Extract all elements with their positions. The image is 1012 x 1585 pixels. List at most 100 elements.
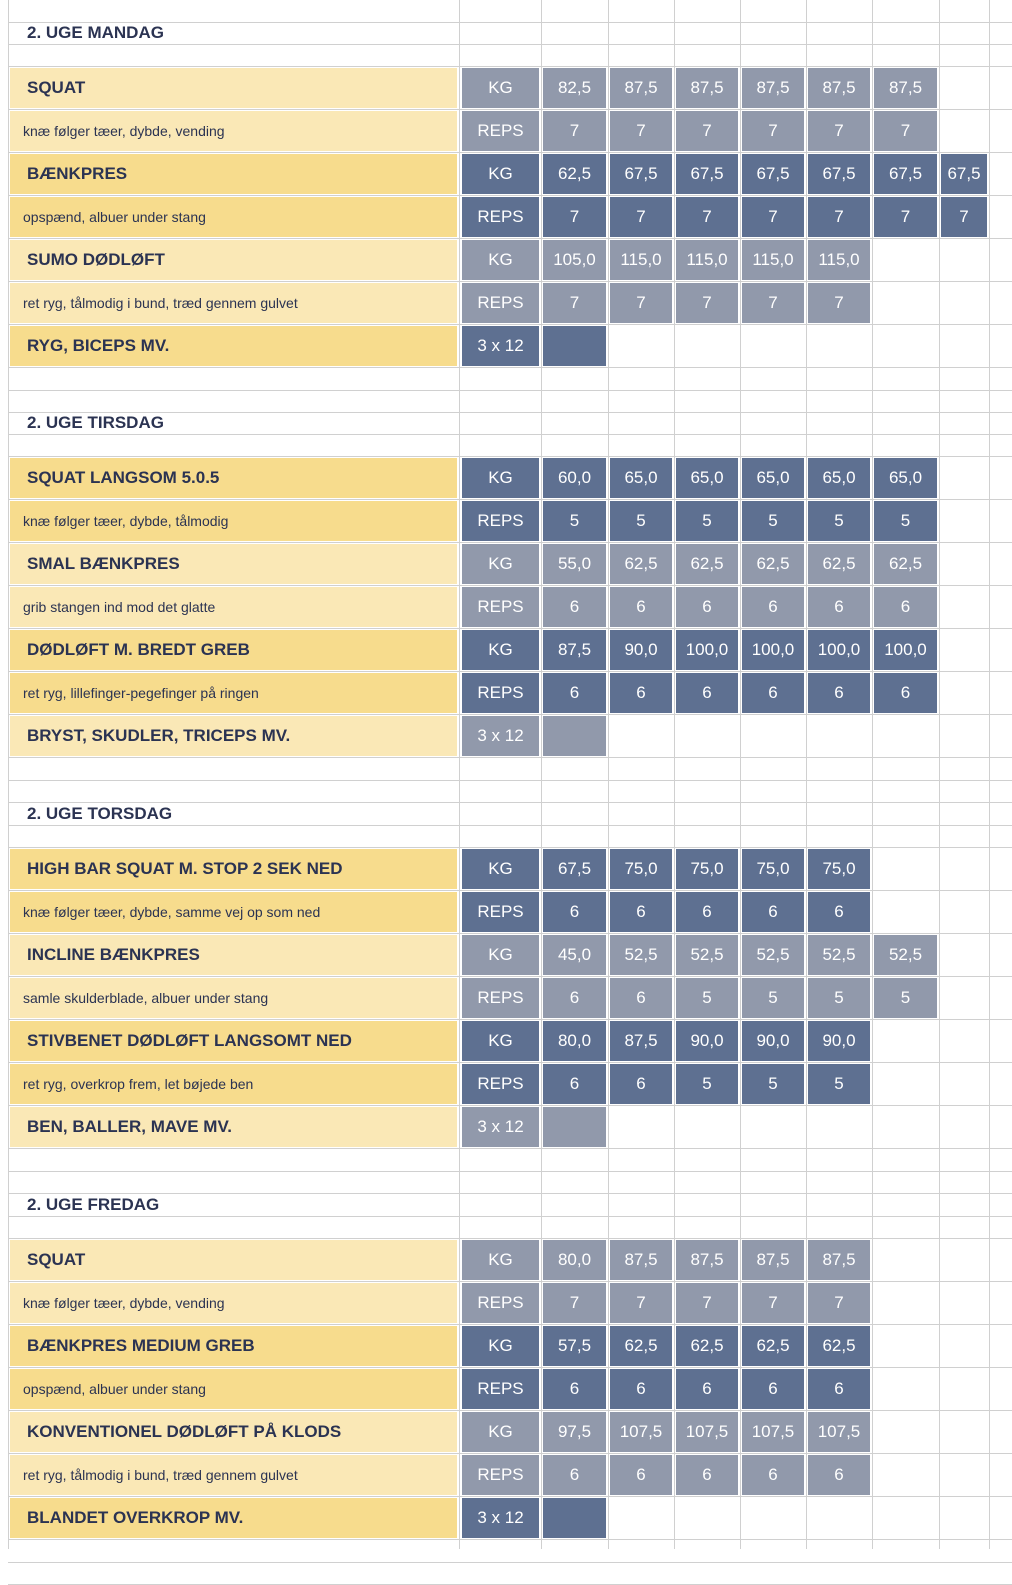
value-cell: 5 <box>808 978 870 1018</box>
exercise-name: SQUAT LANGSOM 5.0.5 <box>10 458 457 498</box>
value-cell: 67,5 <box>742 154 804 194</box>
value-cell: 115,0 <box>676 240 738 280</box>
value-cell: 6 <box>808 1455 870 1495</box>
value-cell: 6 <box>676 587 738 627</box>
spreadsheet: 2. UGE MANDAG SQUAT KG 82,5 87,5 87,5 87,5 87,5… <box>8 0 1012 1585</box>
value-cell: 5 <box>676 978 738 1018</box>
value-cell: 80,0 <box>543 1240 606 1280</box>
grid-line <box>8 825 1012 826</box>
row-label: REPS <box>462 111 539 151</box>
row-label: REPS <box>462 501 539 541</box>
grid-line <box>8 367 1012 368</box>
value-cell: 87,5 <box>808 68 870 108</box>
exercise-note: ret ryg, tålmodig i bund, træd gennem gu… <box>10 283 457 323</box>
grid-line <box>8 1171 1012 1172</box>
value-cell: 6 <box>874 587 937 627</box>
grid-line <box>8 757 1012 758</box>
row-label: REPS <box>462 1283 539 1323</box>
row-label: KG <box>462 1021 539 1061</box>
value-cell: 6 <box>543 978 606 1018</box>
value-cell <box>543 716 606 756</box>
value-cell: 7 <box>610 111 672 151</box>
value-cell: 52,5 <box>874 935 937 975</box>
grid-line <box>8 0 9 1549</box>
value-cell: 100,0 <box>676 630 738 670</box>
value-cell: 7 <box>543 1283 606 1323</box>
value-cell: 6 <box>610 673 672 713</box>
value-cell: 52,5 <box>808 935 870 975</box>
value-cell: 65,0 <box>742 458 804 498</box>
value-cell: 7 <box>874 111 937 151</box>
row-label: REPS <box>462 1064 539 1104</box>
exercise-name: DØDLØFT M. BREDT GREB <box>10 630 457 670</box>
grid-line <box>8 933 1012 934</box>
exercise-name: STIVBENET DØDLØFT LANGSOMT NED <box>10 1021 457 1061</box>
exercise-note: knæ følger tæer, dybde, vending <box>10 1283 457 1323</box>
grid-line <box>8 238 1012 239</box>
grid-line <box>541 0 542 1549</box>
exercise-note: ret ryg, tålmodig i bund, træd gennem gu… <box>10 1455 457 1495</box>
grid-line <box>8 1216 1012 1217</box>
value-cell: 6 <box>742 1369 804 1409</box>
row-label: KG <box>462 1326 539 1366</box>
value-cell: 75,0 <box>610 849 672 889</box>
row-label: REPS <box>462 892 539 932</box>
row-label: KG <box>462 240 539 280</box>
value-cell: 6 <box>874 673 937 713</box>
value-cell: 6 <box>742 892 804 932</box>
grid-line <box>8 1453 1012 1454</box>
value-cell: 6 <box>543 673 606 713</box>
grid-line <box>989 0 990 1549</box>
value-cell: 115,0 <box>808 240 870 280</box>
value-cell: 6 <box>808 892 870 932</box>
grid-line <box>459 0 460 1549</box>
value-cell: 7 <box>808 197 870 237</box>
grid-line <box>8 109 1012 110</box>
value-cell: 7 <box>543 197 606 237</box>
value-cell: 7 <box>543 283 606 323</box>
exercise-note: ret ryg, lillefinger-pegefinger på ringe… <box>10 673 457 713</box>
value-cell: 5 <box>676 1064 738 1104</box>
value-cell: 75,0 <box>742 849 804 889</box>
exercise-name: BÆNKPRES MEDIUM GREB <box>10 1326 457 1366</box>
value-cell: 6 <box>676 673 738 713</box>
grid-line <box>8 1105 1012 1106</box>
row-label: KG <box>462 630 539 670</box>
grid-line <box>8 412 1012 413</box>
grid-line <box>8 324 1012 325</box>
grid-line <box>8 847 1012 848</box>
row-label: REPS <box>462 1369 539 1409</box>
value-cell: 90,0 <box>676 1021 738 1061</box>
value-cell: 7 <box>742 197 804 237</box>
grid-line <box>8 1539 1012 1540</box>
value-cell: 6 <box>610 587 672 627</box>
grid-line <box>872 0 873 1549</box>
value-cell: 107,5 <box>676 1412 738 1452</box>
value-cell: 6 <box>610 1369 672 1409</box>
value-cell: 87,5 <box>808 1240 870 1280</box>
exercise-name: BRYST, SKUDLER, TRICEPS MV. <box>10 716 457 756</box>
value-cell: 7 <box>742 111 804 151</box>
value-cell: 87,5 <box>676 68 738 108</box>
value-cell: 87,5 <box>874 68 937 108</box>
section-title: 2. UGE TORSDAG <box>27 804 173 823</box>
exercise-name: BÆNKPRES <box>10 154 457 194</box>
value-cell: 7 <box>676 111 738 151</box>
row-label: 3 x 12 <box>462 326 539 366</box>
value-cell: 6 <box>742 587 804 627</box>
value-cell: 62,5 <box>742 544 804 584</box>
exercise-name: INCLINE BÆNKPRES <box>10 935 457 975</box>
value-cell: 67,5 <box>874 154 937 194</box>
value-cell: 5 <box>742 978 804 1018</box>
grid-line <box>8 499 1012 500</box>
grid-line <box>8 434 1012 435</box>
exercise-name: BEN, BALLER, MAVE MV. <box>10 1107 457 1147</box>
grid-line <box>8 195 1012 196</box>
row-label: REPS <box>462 197 539 237</box>
exercise-name: KONVENTIONEL DØDLØFT PÅ KLODS <box>10 1412 457 1452</box>
exercise-note: opspænd, albuer under stang <box>10 197 457 237</box>
grid-line <box>939 0 940 1549</box>
grid-line <box>8 22 1012 23</box>
value-cell: 5 <box>676 501 738 541</box>
value-cell: 52,5 <box>610 935 672 975</box>
